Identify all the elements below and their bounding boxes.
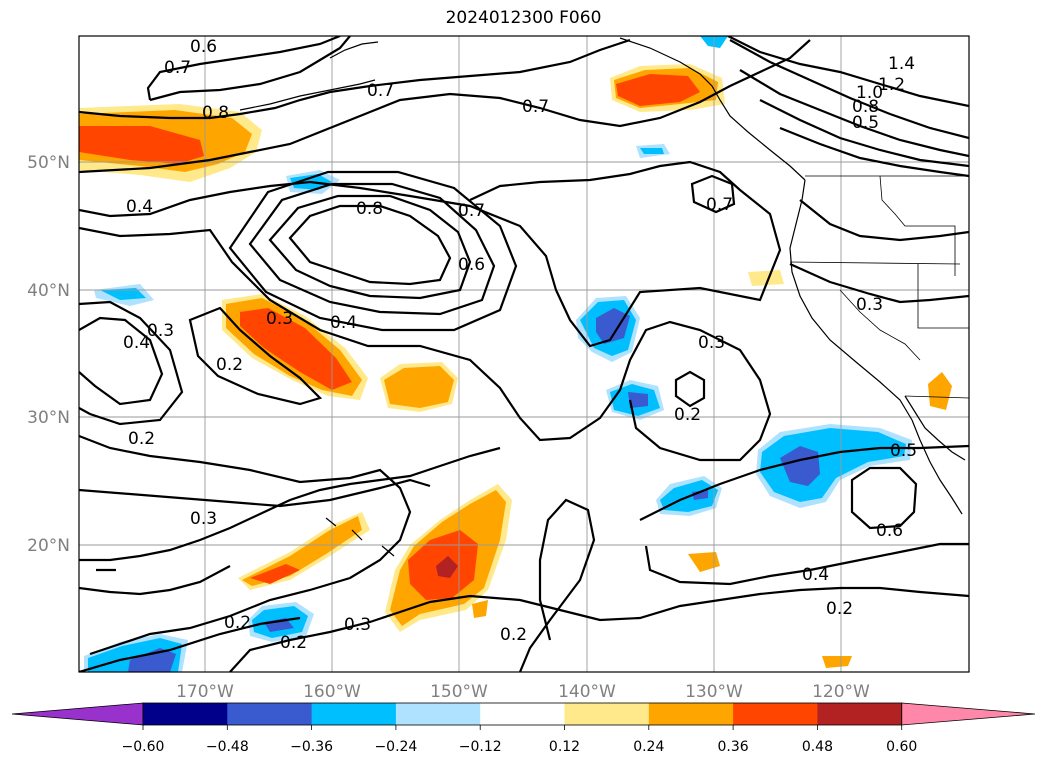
negative-anomaly-region: [128, 648, 176, 672]
positive-anomaly-region: [822, 656, 852, 668]
contour-label: 0.5: [852, 113, 879, 133]
contour-label: 1.2: [878, 75, 905, 95]
contour-label: 1.4: [888, 54, 915, 74]
contour-label: 0.8: [202, 103, 229, 123]
colorbar-tick-label: 0.24: [633, 739, 664, 755]
contour-label: 0.4: [123, 333, 150, 353]
colorbar-segment: [480, 703, 565, 725]
colorbar-segment: [311, 703, 397, 725]
contour-label: 0.6: [190, 37, 217, 57]
shading-layer: [79, 36, 952, 672]
lat-label: 30°N: [27, 408, 70, 428]
positive-anomaly-region: [79, 126, 204, 164]
colorbar-outline: [142, 702, 903, 726]
contour-label: 0.6: [458, 255, 485, 275]
contour-label: 0.4: [126, 197, 153, 217]
graticule: [79, 36, 969, 672]
contour-label: 0.2: [224, 613, 251, 633]
map-title: 2024012300 F060: [445, 8, 602, 28]
colorbar-extend-low: [11, 702, 144, 726]
latitude-labels: 50°N 40°N 30°N 20°N: [27, 153, 70, 556]
colorbar-segment: [227, 703, 313, 725]
contour-label: 0.4: [802, 565, 829, 585]
colorbar-tick-label: 0.36: [718, 739, 749, 755]
lon-label: 140°W: [558, 682, 616, 702]
negative-anomaly-region: [760, 428, 906, 502]
lat-label: 20°N: [27, 536, 70, 556]
contour-label: 0.2: [280, 633, 307, 653]
contour-label: 0.3: [344, 615, 371, 635]
positive-anomaly-region: [748, 270, 784, 286]
contour-label: 0.3: [190, 509, 217, 529]
lon-label: 150°W: [430, 682, 488, 702]
negative-anomaly-region: [596, 308, 630, 344]
negative-anomaly-region: [640, 148, 664, 154]
colorbar-tick-label: −0.12: [459, 739, 502, 755]
contour-label: 0.7: [367, 81, 394, 101]
contour-label: 0.7: [706, 195, 733, 215]
positive-anomaly-region: [436, 556, 458, 578]
positive-anomaly-region: [472, 600, 488, 618]
contour-label: 0.3: [147, 321, 174, 341]
lon-label: 160°W: [303, 682, 361, 702]
negative-anomaly-region: [780, 446, 820, 486]
positive-anomaly-region: [616, 74, 700, 106]
contour-label: 0.2: [216, 355, 243, 375]
colorbar-tick-label: 0.12: [549, 739, 580, 755]
contour-label: 0.3: [698, 333, 725, 353]
lon-label: 120°W: [812, 682, 870, 702]
contour-lines: [79, 36, 969, 672]
lat-label: 50°N: [27, 153, 70, 173]
colorbar-segment: [564, 703, 650, 725]
contour-label: 0.7: [458, 201, 485, 221]
contour-label: 0.6: [876, 521, 903, 541]
colorbar-extend-high: [901, 702, 1036, 726]
contour-label: 1.0: [856, 83, 883, 103]
colorbar-tick-label: −0.24: [374, 739, 417, 755]
colorbar-segment: [143, 703, 228, 725]
lat-label: 40°N: [27, 281, 70, 301]
positive-anomaly-region: [384, 366, 454, 408]
colorbar-segment: [733, 703, 818, 725]
contour-label: 0.8: [356, 199, 383, 219]
contour-label: 0.3: [856, 295, 883, 315]
longitude-labels: 170°W 160°W 150°W 140°W 130°W 120°W: [176, 682, 870, 702]
positive-anomaly-region: [250, 564, 300, 584]
lon-label: 130°W: [685, 682, 743, 702]
positive-anomaly-region: [240, 308, 352, 390]
contour-labels: 0.6 0.7 0.8 0.7 0.7 1.4 1.2 1.0 0.8 0.5 …: [123, 37, 917, 653]
contour-label: 0.2: [500, 625, 527, 645]
contour-label: 0.8: [852, 97, 879, 117]
map-area: 0.6 0.7 0.8 0.7 0.7 1.4 1.2 1.0 0.8 0.5 …: [79, 36, 969, 672]
lon-label: 170°W: [176, 682, 234, 702]
contour-label: 0.7: [522, 97, 549, 117]
colorbar-segment: [648, 703, 734, 725]
map-frame: [78, 35, 970, 673]
positive-anomaly-region: [688, 552, 720, 572]
colorbar-tick-label: −0.60: [122, 739, 165, 755]
contour-label: 0.5: [890, 441, 917, 461]
colorbar-tick-label: −0.48: [206, 739, 249, 755]
colorbar-segment: [395, 703, 481, 725]
contour-label: 0.2: [128, 429, 155, 449]
positive-anomaly-region: [928, 372, 952, 410]
colorbar-tick-label: 0.48: [802, 739, 833, 755]
contour-label: 0.2: [826, 599, 853, 619]
colorbar-tick-label: 0.60: [886, 739, 917, 755]
contour-label: 0.7: [164, 58, 191, 78]
colorbar-tick-label: −0.36: [290, 739, 333, 755]
contour-label: 0.3: [266, 309, 293, 329]
contour-label: 0.4: [330, 313, 357, 333]
colorbar-segment: [817, 703, 903, 725]
contour-label: 0.2: [674, 405, 701, 425]
negative-anomaly-region: [100, 288, 146, 300]
coastlines: [239, 37, 969, 557]
negative-anomaly-region: [628, 392, 648, 408]
colorbar: −0.60 −0.48 −0.36 −0.24 −0.12 0.12 0.24 0.36 0.4…: [11, 702, 1036, 755]
